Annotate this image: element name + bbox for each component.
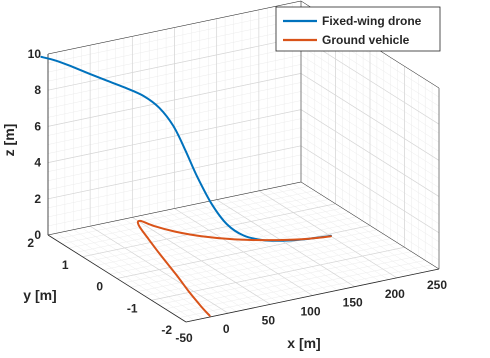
legend-box (275, 6, 441, 52)
back-floor-edge (47, 181, 302, 236)
x-tick-label: 150 (343, 296, 363, 310)
side-wall-grid-major-z (300, 73, 440, 161)
back-wall-grid-major-z (47, 36, 302, 91)
y-tick-label: -1 (127, 301, 138, 315)
floor-grid-major-y (82, 203, 336, 258)
y-tick-label: 0 (96, 280, 103, 294)
z-tick-label: 2 (34, 192, 41, 206)
z-tick-label: 8 (34, 83, 41, 97)
y-tick-label: -2 (161, 323, 172, 337)
z-tick-label: 0 (34, 228, 41, 242)
x-tick-label: 50 (262, 313, 276, 327)
vehicle-trajectory-line (136, 219, 332, 317)
floor-grid-major-y (116, 225, 371, 279)
back-wall-grid-major-z (47, 73, 302, 127)
x-tick-label: 0 (223, 322, 230, 336)
series-layer (40, 55, 332, 317)
z-tick-label: 4 (34, 156, 41, 170)
legend-label-vehicle: Ground vehicle (322, 33, 410, 47)
top-back-edge (47, 0, 302, 55)
side-floor-edge (300, 181, 440, 270)
grid-layer (47, 0, 440, 323)
z-tick-label: 6 (34, 119, 41, 133)
back-wall-grid-major-z (47, 109, 302, 163)
y-tick-label: 2 (27, 236, 34, 250)
z-tick-label: 10 (28, 47, 42, 61)
side-wall-grid-major-z (300, 109, 440, 197)
legend: Fixed-wing drone Ground vehicle (275, 6, 441, 52)
x-tick-label: -50 (175, 331, 193, 345)
x-axis-line (185, 268, 440, 323)
z-axis-label: z [m] (1, 124, 17, 157)
x-tick-label: 200 (385, 287, 405, 301)
side-wall-grid-major-z (300, 36, 440, 125)
legend-label-drone: Fixed-wing drone (322, 14, 422, 28)
y-axis-label: y [m] (23, 287, 56, 303)
x-axis-label: x [m] (287, 335, 320, 351)
floor-grid-major-y (151, 246, 405, 301)
y-axis-line (47, 234, 187, 323)
y-tick-label: 1 (62, 258, 69, 272)
side-wall-grid-major-z (300, 145, 440, 234)
back-wall-grid-major-z (47, 145, 302, 200)
x-tick-label: 250 (427, 278, 447, 292)
x-tick-label: 100 (300, 305, 320, 319)
